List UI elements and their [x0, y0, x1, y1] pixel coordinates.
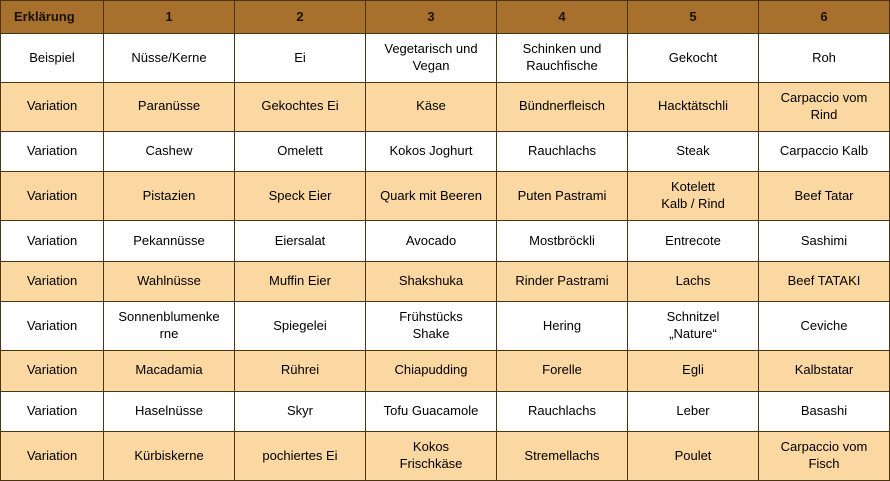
table-row-6: Variation Wahlnüsse Muffin Eier Shakshuka Ri…: [0, 260, 890, 303]
table-cell: Speck Eier: [234, 171, 366, 222]
table-cell: Muffin Eier: [234, 260, 366, 303]
table-cell: Beef TATAKI: [758, 260, 890, 303]
table-cell: Paranüsse: [103, 81, 235, 132]
table-cell: Kokos Joghurt: [365, 130, 497, 173]
table-cell: Lachs: [627, 260, 759, 303]
table-cell: Eiersalat: [234, 220, 366, 262]
table-row-5: Variation Pekannüsse Eiersalat Avocado Mostb…: [0, 220, 890, 262]
table-cell: Rinder Pastrami: [496, 260, 628, 303]
table-cell: Haselnüsse: [103, 390, 235, 432]
row-label: Variation: [0, 130, 104, 173]
table-cell: Puten Pastrami: [496, 171, 628, 222]
table-cell: Cashew: [103, 130, 235, 173]
table-cell: Kürbiskerne: [103, 430, 235, 481]
table-cell: Carpaccio vom Rind: [758, 81, 890, 132]
table-cell: Macadamia: [103, 350, 235, 392]
table-cell: Rührei: [234, 350, 366, 392]
table-cell: Steak: [627, 130, 759, 173]
table-row-1: Beispiel Nüsse/Kerne Ei Vegetarisch und Veg…: [0, 33, 890, 83]
table-cell: Forelle: [496, 350, 628, 392]
table-cell: Poulet: [627, 430, 759, 481]
table-cell: Käse: [365, 81, 497, 132]
row-label: Variation: [0, 430, 104, 481]
table-cell: Carpaccio vom Fisch: [758, 430, 890, 481]
header-cell-5: 5: [627, 0, 759, 34]
table-cell: Basashi: [758, 390, 890, 432]
table-cell: Spiegelei: [234, 301, 366, 352]
table-cell: Pistazien: [103, 171, 235, 222]
table-cell: Carpaccio Kalb: [758, 130, 890, 173]
table-cell: Nüsse/Kerne: [103, 33, 235, 83]
table-cell: Rauchlachs: [496, 390, 628, 432]
header-cell-2: 2: [234, 0, 366, 34]
table-cell: Gekochtes Ei: [234, 81, 366, 132]
table-row-2: Variation Paranüsse Gekochtes Ei Käse Bündne…: [0, 81, 890, 132]
table-cell: Sonnenblumenke rne: [103, 301, 235, 352]
table-cell: Quark mit Beeren: [365, 171, 497, 222]
table-cell: pochiertes Ei: [234, 430, 366, 481]
table-cell: Sashimi: [758, 220, 890, 262]
header-cell-6: 6: [758, 0, 890, 34]
table-cell: Rauchlachs: [496, 130, 628, 173]
table-cell: Schnitzel „Nature“: [627, 301, 759, 352]
table-row-4: Variation Pistazien Speck Eier Quark mit Be…: [0, 171, 890, 222]
table-cell: Hacktätschli: [627, 81, 759, 132]
table-cell: Kokos Frischkäse: [365, 430, 497, 481]
table-cell: Ei: [234, 33, 366, 83]
table-cell: Schinken und Rauchfische: [496, 33, 628, 83]
table-header-row: Erklärung 1 2 3 4 5 6: [0, 0, 890, 34]
row-label: Beispiel: [0, 33, 104, 83]
table-row-7: Variation Sonnenblumenke rne Spiegelei Früh…: [0, 301, 890, 352]
table-row-10: Variation Kürbiskerne pochiertes Ei Kokos F…: [0, 430, 890, 481]
table-cell: Bündnerfleisch: [496, 81, 628, 132]
table-cell: Wahlnüsse: [103, 260, 235, 303]
table-cell: Stremellachs: [496, 430, 628, 481]
row-label: Variation: [0, 81, 104, 132]
table-cell: Skyr: [234, 390, 366, 432]
row-label: Variation: [0, 220, 104, 262]
table-cell: Hering: [496, 301, 628, 352]
table-cell: Kotelett Kalb / Rind: [627, 171, 759, 222]
header-cell-erklaerung: Erklärung: [0, 0, 104, 34]
table-cell: Chiapudding: [365, 350, 497, 392]
table-cell: Ceviche: [758, 301, 890, 352]
table-cell: Avocado: [365, 220, 497, 262]
header-cell-1: 1: [103, 0, 235, 34]
table-cell: Gekocht: [627, 33, 759, 83]
table-row-3: Variation Cashew Omelett Kokos Joghurt Rauch…: [0, 130, 890, 173]
table-row-8: Variation Macadamia Rührei Chiapudding Forel…: [0, 350, 890, 392]
table-cell: Pekannüsse: [103, 220, 235, 262]
header-cell-3: 3: [365, 0, 497, 34]
row-label: Variation: [0, 390, 104, 432]
row-label: Variation: [0, 171, 104, 222]
table-cell: Entrecote: [627, 220, 759, 262]
row-label: Variation: [0, 301, 104, 352]
table-cell: Tofu Guacamole: [365, 390, 497, 432]
table-cell: Omelett: [234, 130, 366, 173]
table-cell: Mostbröckli: [496, 220, 628, 262]
table-cell: Roh: [758, 33, 890, 83]
table-cell: Kalbstatar: [758, 350, 890, 392]
table-cell: Egli: [627, 350, 759, 392]
row-label: Variation: [0, 350, 104, 392]
header-cell-4: 4: [496, 0, 628, 34]
table-cell: Frühstücks Shake: [365, 301, 497, 352]
table-row-9: Variation Haselnüsse Skyr Tofu Guacamole Rau…: [0, 390, 890, 432]
row-label: Variation: [0, 260, 104, 303]
table-cell: Shakshuka: [365, 260, 497, 303]
table-cell: Vegetarisch und Vegan: [365, 33, 497, 83]
table-cell: Leber: [627, 390, 759, 432]
table-cell: Beef Tatar: [758, 171, 890, 222]
